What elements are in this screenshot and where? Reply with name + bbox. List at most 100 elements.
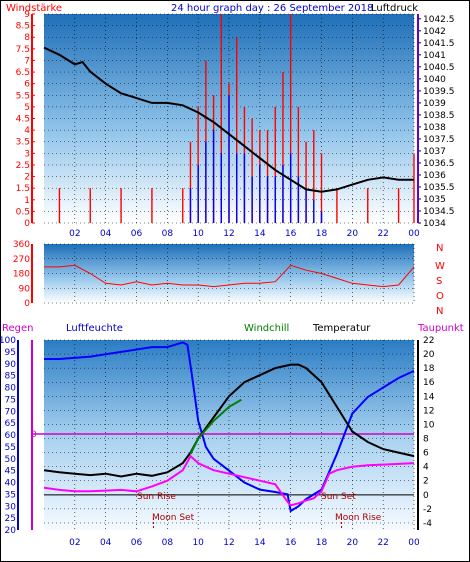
wind-y-tick: 9 (24, 10, 30, 20)
wind-x-tick: 18 (316, 229, 328, 239)
temperature-line (43, 363, 415, 478)
temp-x-tick: 06 (131, 538, 143, 548)
direction-y-tick: 180 (13, 270, 30, 280)
wind-y-tick: 5 (24, 103, 30, 113)
temperature-y-tick: -2 (423, 505, 432, 515)
wind-x-tick: 10 (192, 229, 204, 239)
humidity-y-tick: 45 (5, 467, 16, 477)
temp-x-tick: 22 (377, 538, 388, 548)
pressure-y-tick: 1037.5 (423, 135, 455, 145)
dir-label-n-top: N (436, 243, 443, 254)
pressure-y-tick: 1040 (423, 75, 446, 85)
pressure-y-tick: 1035 (423, 195, 446, 205)
pressure-axis-title: Luftdruck (371, 3, 418, 14)
pressure-y-tick: 1034 (423, 219, 446, 229)
wind-y-tick: 8 (24, 33, 30, 43)
pressure-y-tick: 1034.5 (423, 207, 455, 217)
temp-x-tick: 10 (192, 538, 204, 548)
wind-y-tick: 1.5 (16, 184, 30, 194)
legend-humidity: Luftfeuchte (66, 323, 123, 334)
direction-y-tick: 360 (13, 240, 30, 250)
humidity-line (44, 341, 415, 513)
wind-y-tick: 0 (24, 219, 30, 229)
temperature-y-tick: 20 (423, 350, 435, 360)
temperature-y-tick: 4 (423, 463, 429, 473)
humidity-y-tick: 70 (5, 407, 17, 417)
direction-y-tick: 0 (24, 299, 30, 309)
humidity-y-tick: 75 (5, 395, 16, 405)
pressure-y-tick: 1039 (423, 99, 446, 109)
temperature-y-tick: 2 (423, 477, 429, 487)
pressure-y-tick: 1038.5 (423, 111, 455, 121)
pressure-y-tick: 1036.5 (423, 159, 455, 169)
wind-x-tick: 20 (347, 229, 359, 239)
pressure-y-tick: 1042.5 (423, 15, 455, 25)
wind-y-tick: 3.5 (16, 138, 30, 148)
humidity-y-tick: 65 (5, 419, 16, 429)
chart-title: 24 hour graph day : 26 September 2018 (171, 3, 373, 14)
pressure-line (43, 46, 414, 193)
rain-zero-label: 0 (31, 430, 37, 440)
wind-y-tick: 7 (24, 56, 30, 66)
temperature-y-tick: 0 (423, 491, 429, 501)
wind-x-tick: 00 (408, 229, 420, 239)
humidity-y-tick: 50 (5, 455, 17, 465)
temperature-y-tick: 6 (423, 449, 429, 459)
humidity-y-tick: 40 (5, 479, 17, 489)
pressure-y-tick: 1040.5 (423, 63, 455, 73)
pressure-y-tick: 1036 (423, 171, 446, 181)
wind-y-tick: 6.5 (16, 68, 30, 78)
sun-set-label: Sun Set (321, 492, 356, 502)
temperature-y-tick: 16 (423, 378, 435, 388)
temperature-y-tick: 12 (423, 406, 434, 416)
wind-y-tick: 1 (24, 196, 30, 206)
humidity-y-tick: 35 (5, 490, 16, 500)
wind-y-tick: 4 (24, 126, 30, 136)
humidity-y-tick: 95 (5, 348, 16, 358)
temp-x-tick: 04 (100, 538, 112, 548)
temp-x-tick: 08 (162, 538, 174, 548)
pressure-y-tick: 1042 (423, 27, 446, 37)
wind-y-tick: 8.5 (16, 22, 30, 32)
temp-panel-bg (44, 340, 414, 530)
moon-set-label: Moon Set (152, 513, 195, 523)
wind-x-tick: 22 (377, 229, 388, 239)
humidity-y-tick: 85 (5, 372, 16, 382)
humidity-y-tick: 20 (5, 526, 17, 536)
humidity-y-tick: 100 (0, 336, 16, 346)
wind-x-tick: 06 (131, 229, 143, 239)
temp-x-tick: 00 (408, 538, 420, 548)
dewpoint-line (43, 454, 415, 507)
wind-y-tick: 3 (24, 149, 30, 159)
temperature-y-tick: -4 (423, 519, 432, 529)
wind-x-tick: 04 (100, 229, 112, 239)
pressure-y-tick: 1041.5 (423, 39, 455, 49)
wind-x-tick: 02 (69, 229, 80, 239)
temp-x-tick: 16 (285, 538, 297, 548)
humidity-y-tick: 55 (5, 443, 16, 453)
legend-rain: Regen (2, 323, 34, 334)
wind-y-tick: 4.5 (16, 115, 30, 125)
legend-windchill: Windchill (244, 323, 289, 334)
humidity-y-tick: 90 (5, 360, 17, 370)
wind-x-tick: 08 (162, 229, 174, 239)
direction-y-tick: 90 (19, 284, 31, 294)
temp-x-tick: 02 (69, 538, 80, 548)
pressure-y-tick: 1038 (423, 123, 446, 133)
wind-axis-title: Windstärke (6, 3, 62, 14)
direction-y-tick: 270 (13, 255, 30, 265)
temp-x-tick: 18 (316, 538, 328, 548)
pressure-y-tick: 1037 (423, 147, 446, 157)
legend-temperature: Temperatur (312, 323, 371, 334)
wind-y-tick: 2.5 (16, 161, 30, 171)
dir-label-s: S (436, 276, 442, 287)
humidity-y-tick: 25 (5, 514, 16, 524)
wind-x-tick: 14 (254, 229, 266, 239)
temperature-y-tick: 18 (423, 364, 435, 374)
humidity-y-tick: 80 (5, 384, 17, 394)
temp-x-tick: 12 (223, 538, 234, 548)
wind-x-tick: 12 (223, 229, 234, 239)
humidity-y-tick: 30 (5, 502, 17, 512)
